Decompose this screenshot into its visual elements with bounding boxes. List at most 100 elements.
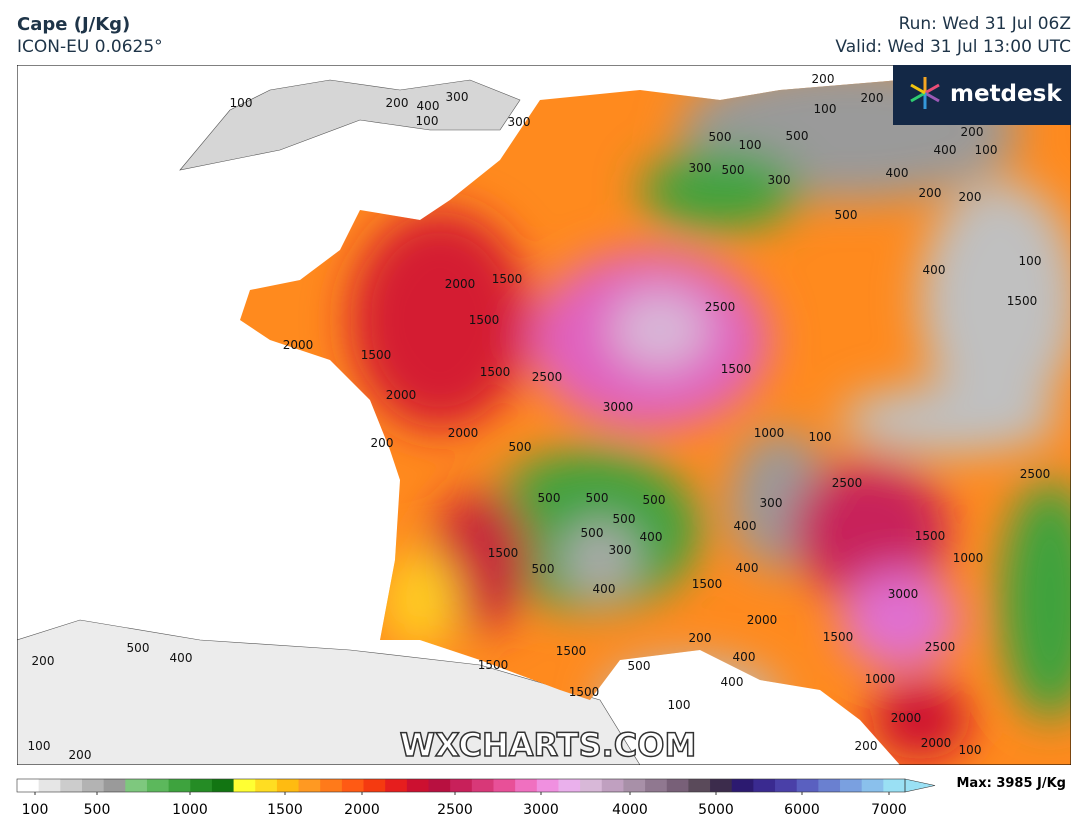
contour-label: 500 [722, 163, 745, 177]
contour-label: 500 [835, 208, 858, 222]
contour-label: 100 [959, 743, 982, 757]
contour-label: 300 [768, 173, 791, 187]
colorbar-swatch [341, 779, 365, 792]
colorbar-swatch [276, 779, 300, 792]
colorbar-tick-label: 2500 [437, 802, 473, 818]
colorbar-swatch [60, 779, 83, 792]
colorbar-swatch [211, 779, 235, 792]
colorbar-tick-label: 3000 [523, 802, 559, 818]
contour-label: 2000 [891, 711, 922, 725]
colorbar-swatch [385, 779, 408, 792]
contour-label: 1000 [754, 426, 785, 440]
contour-label: 1500 [823, 630, 854, 644]
contour-label: 200 [386, 96, 409, 110]
colorbar-swatch [298, 779, 321, 792]
contour-label: 500 [509, 440, 532, 454]
contour-label: 1500 [488, 546, 519, 560]
contour-label: 1000 [953, 551, 984, 565]
contour-label: 2500 [705, 300, 736, 314]
contour-label: 300 [609, 543, 632, 557]
contour-label: 400 [736, 561, 759, 575]
colorbar-swatch [190, 779, 213, 792]
colorbar-swatch [406, 779, 430, 792]
colorbar-swatch [233, 779, 256, 792]
colorbar-swatch [471, 779, 494, 792]
contour-label: 1500 [1007, 294, 1038, 308]
contour-label: 2500 [925, 640, 956, 654]
contour-label: 400 [640, 530, 663, 544]
colorbar-swatch [146, 779, 170, 792]
contour-label: 2000 [283, 338, 314, 352]
contour-label: 100 [668, 698, 691, 712]
valid: Valid: Wed 31 Jul 13:00 UTC [835, 37, 1071, 57]
contour-label: 400 [886, 166, 909, 180]
colorbar-swatch [17, 779, 40, 792]
title: Cape (J/Kg) [17, 14, 131, 35]
colorbar-swatch [81, 779, 105, 792]
colorbar-tick-label: 5000 [698, 802, 734, 818]
contour-label: 1500 [480, 365, 511, 379]
contour-label: 100 [975, 143, 998, 157]
contour-label: 200 [861, 91, 884, 105]
colorbar-swatch [840, 779, 863, 792]
colorbar-swatch [363, 779, 386, 792]
colorbar-swatch [710, 779, 733, 792]
contour-label: 2000 [445, 277, 476, 291]
colorbar-tick-label: 2000 [344, 802, 380, 818]
contour-label: 1500 [492, 272, 523, 286]
contour-label: 300 [508, 115, 531, 129]
contour-label: 400 [170, 651, 193, 665]
colorbar-swatch [320, 779, 343, 792]
contour-label: 1500 [469, 313, 500, 327]
contour-label: 2000 [448, 426, 479, 440]
colorbar-tick-label: 100 [22, 802, 49, 818]
colorbar-tick-label: 500 [84, 802, 111, 818]
contour-label: 500 [643, 493, 666, 507]
brand-icon [910, 77, 940, 109]
contour-label: 500 [127, 641, 150, 655]
contour-label: 1500 [478, 658, 509, 672]
colorbar-max: Max: 3985 J/Kg [957, 776, 1067, 791]
brand: metdesk [950, 81, 1062, 107]
colorbar-swatch [38, 779, 61, 792]
colorbar-swatch [125, 779, 148, 792]
contour-label: 200 [961, 125, 984, 139]
colorbar-swatch [818, 779, 841, 792]
colorbar-tick-label: 1500 [267, 802, 303, 818]
contour-label: 1500 [556, 644, 587, 658]
contour-label: 300 [446, 90, 469, 104]
contour-label: 1500 [721, 362, 752, 376]
contour-label: 300 [760, 496, 783, 510]
colorbar-swatch [666, 779, 689, 792]
contour-label: 200 [371, 436, 394, 450]
colorbar-swatch [753, 779, 776, 792]
colorbar-swatch [861, 779, 884, 792]
contour-label: 1000 [865, 672, 896, 686]
colorbar-swatch [796, 779, 819, 792]
watermark: WXCHARTS.COM [400, 726, 697, 764]
contour-label: 500 [538, 491, 561, 505]
model: ICON-EU 0.0625° [17, 37, 163, 57]
colorbar-swatch [601, 779, 624, 792]
contour-label: 300 [689, 161, 712, 175]
colorbar-swatch [515, 779, 538, 792]
colorbar-swatch [623, 779, 646, 792]
contour-label: 200 [689, 631, 712, 645]
contour-label: 400 [593, 582, 616, 596]
contour-label: 100 [1019, 254, 1042, 268]
contour-label: 2000 [921, 736, 952, 750]
colorbar-tick-label: 4000 [612, 802, 648, 818]
colorbar-swatch [645, 779, 668, 792]
contour-label: 3000 [888, 587, 919, 601]
contour-label: 400 [417, 99, 440, 113]
colorbar-swatch [731, 779, 754, 792]
colorbar-swatch [775, 779, 798, 792]
contour-label: 500 [628, 659, 651, 673]
contour-label: 100 [814, 102, 837, 116]
contour-label: 400 [923, 263, 946, 277]
contour-label: 200 [919, 186, 942, 200]
contour-label: 500 [532, 562, 555, 576]
contour-label: 500 [709, 130, 732, 144]
colorbar-swatch [558, 779, 581, 792]
